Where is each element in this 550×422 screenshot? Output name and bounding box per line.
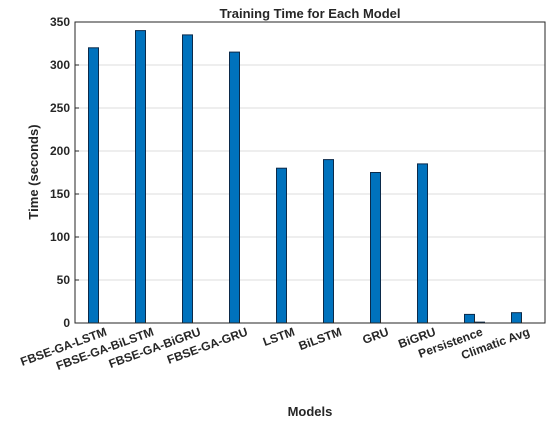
bars (88, 30, 522, 324)
y-tick-label: 150 (50, 187, 70, 201)
bar-gru-s0 (370, 172, 381, 324)
x-tick-label: BiLSTM (297, 325, 344, 353)
y-tick-label: 200 (50, 144, 70, 158)
y-tick-label: 0 (63, 316, 70, 330)
bar-bigru-s0 (417, 163, 428, 324)
bar-fbse-ga-gru-s0 (229, 51, 240, 324)
y-axis-ticks: 0 50 100 150 200 250 300 350 (50, 15, 79, 330)
x-tick-label: LSTM (261, 325, 296, 349)
y-tick-label: 300 (50, 58, 70, 72)
plot-area-frame (74, 21, 546, 324)
y-tick-label: 350 (50, 15, 70, 29)
bar-climatic-avg-s0 (511, 312, 522, 324)
y-tick-label: 250 (50, 101, 70, 115)
grid (75, 21, 545, 324)
bar-bilstm-s0 (323, 159, 334, 324)
chart-title: Training Time for Each Model (219, 6, 400, 21)
bar-fbse-ga-bilstm-s0 (135, 30, 146, 324)
bar-fbse-ga-bigru-s0 (182, 34, 193, 324)
x-tick-label: GRU (361, 325, 391, 347)
bar-persistence-s0 (464, 313, 475, 324)
y-tick-label: 100 (50, 230, 70, 244)
x-axis-label: Models (288, 404, 333, 419)
y-tick-label: 50 (57, 273, 71, 287)
x-axis-ticks: FBSE-GA-LSTMFBSE-GA-BiLSTMFBSE-GA-BiGRUF… (19, 319, 532, 373)
bar-fbse-ga-lstm-s0 (88, 47, 99, 324)
y-axis-label: Time (seconds) (26, 124, 41, 219)
bar-lstm-s0 (276, 167, 287, 324)
